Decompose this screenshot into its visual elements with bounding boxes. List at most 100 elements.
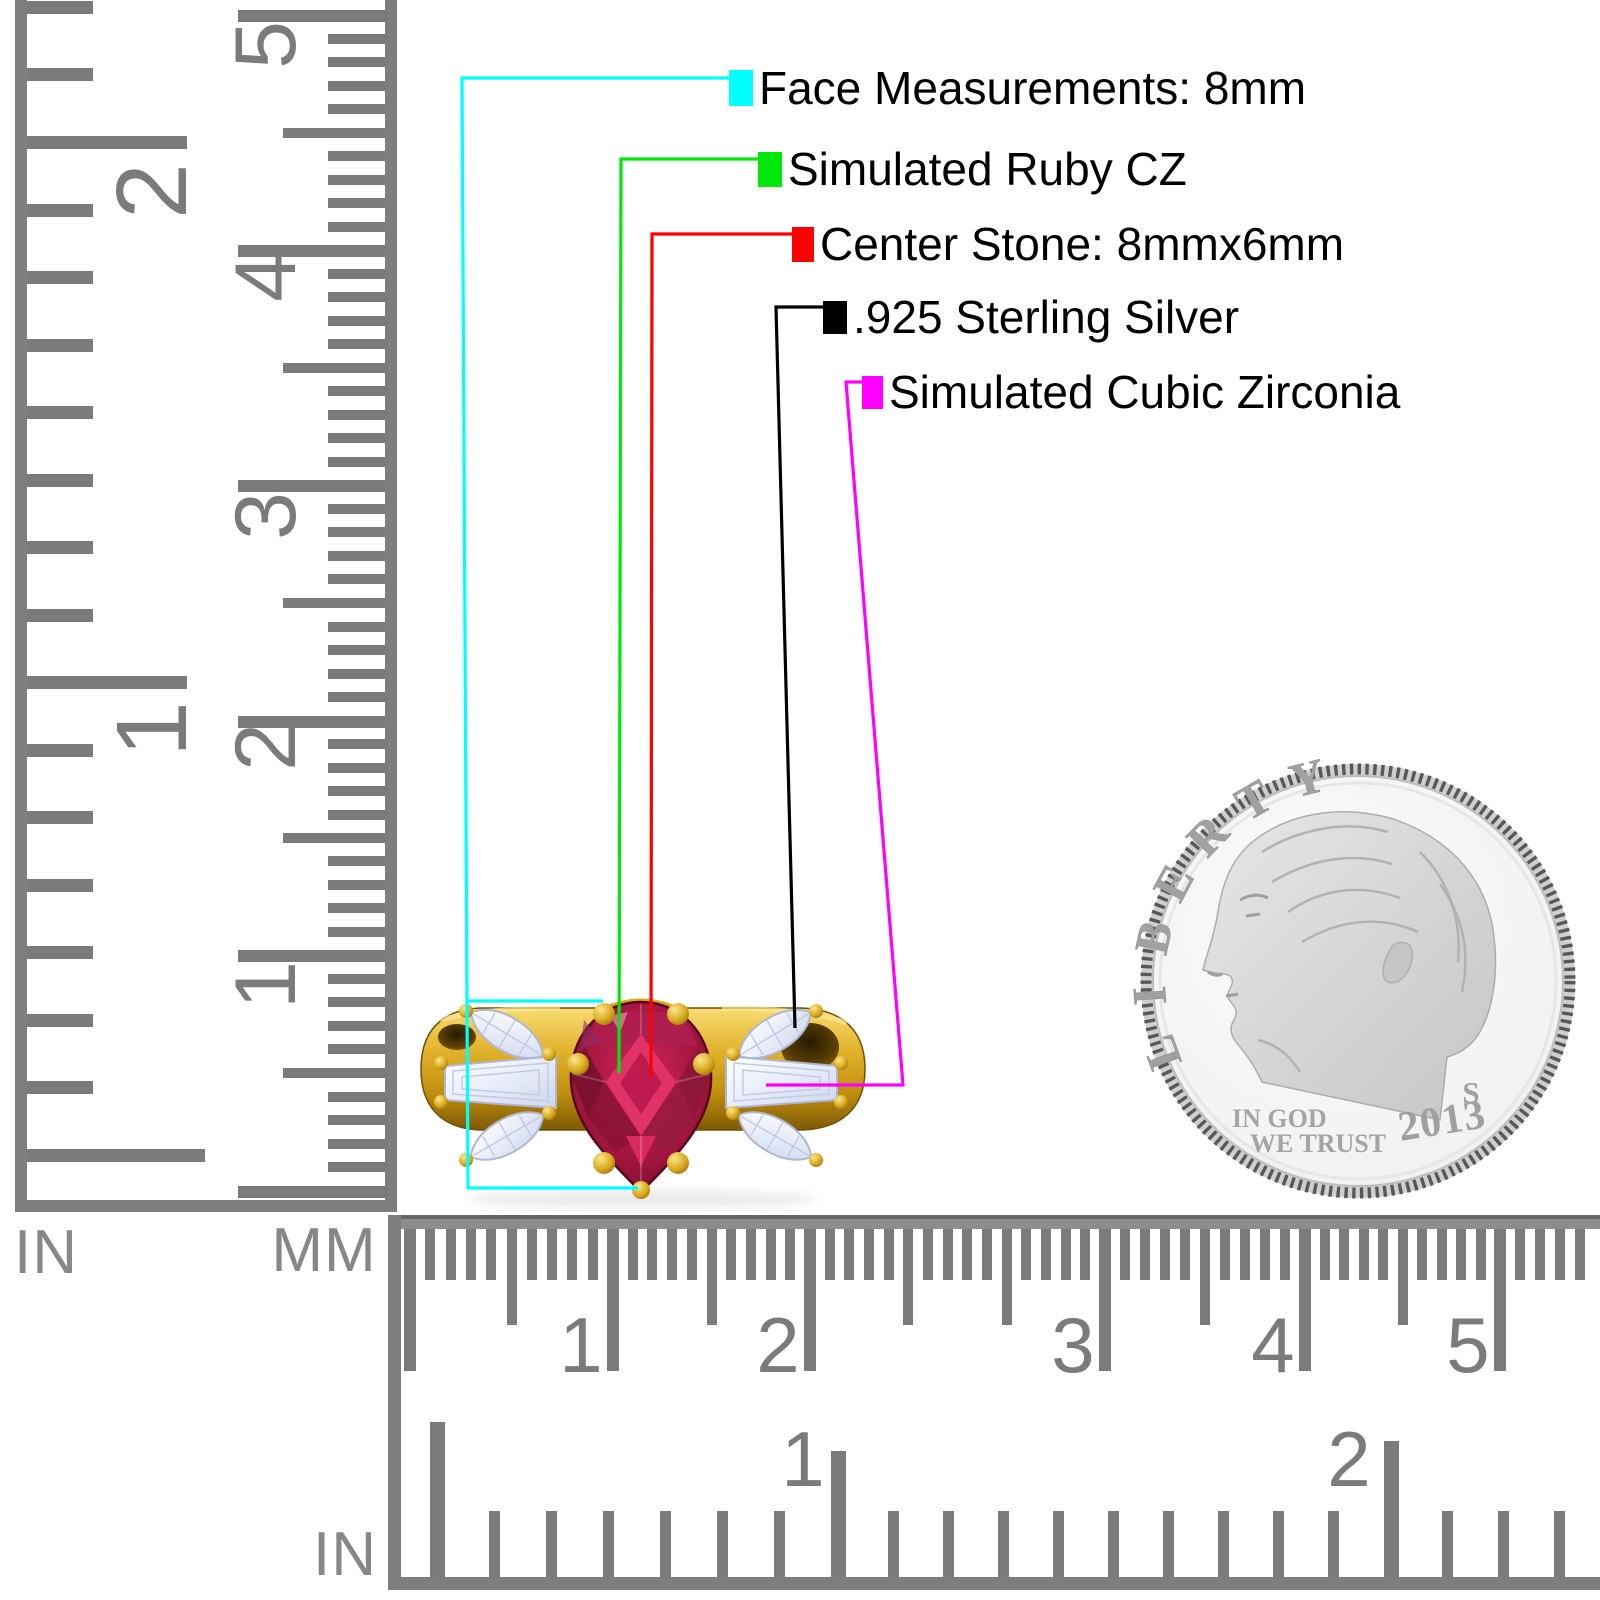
ruler-tick bbox=[745, 1229, 756, 1280]
ruler-tick bbox=[1497, 1511, 1509, 1577]
ruler-tick bbox=[283, 127, 385, 138]
ruler-tick bbox=[1162, 1511, 1174, 1577]
legend-label: .925 Sterling Silver bbox=[853, 291, 1240, 343]
ruler-tick bbox=[27, 1081, 93, 1094]
ruler-tick bbox=[27, 271, 93, 284]
ruler-tick bbox=[1099, 1229, 1111, 1371]
ruler-tick bbox=[27, 609, 93, 622]
ruler-tick bbox=[27, 339, 93, 352]
ruler-tick bbox=[547, 1229, 558, 1280]
ruler-tick bbox=[1319, 1229, 1330, 1280]
ruler-tick bbox=[1436, 1229, 1447, 1280]
ruler-number: 1 bbox=[559, 1301, 603, 1389]
ruler-tick bbox=[27, 1149, 205, 1162]
ruler-number: 4 bbox=[1251, 1301, 1295, 1389]
ruler-tick bbox=[27, 204, 93, 217]
ruler-tick bbox=[27, 406, 93, 419]
ruler-tick bbox=[1200, 1229, 1210, 1325]
legend-swatch-magenta bbox=[862, 375, 883, 409]
ruler-tick bbox=[328, 1162, 385, 1173]
ruler-tick bbox=[602, 1511, 614, 1577]
ruler-tick bbox=[1475, 1229, 1486, 1280]
ruler-tick bbox=[824, 1229, 835, 1280]
ruler-tick bbox=[328, 879, 385, 890]
ruler-tick bbox=[429, 1422, 445, 1577]
left-ruler-inner-edge bbox=[385, 0, 397, 1212]
ruler-tick bbox=[27, 1, 93, 14]
ruler-tick bbox=[328, 57, 385, 67]
ruler-tick bbox=[1107, 1511, 1119, 1577]
ruler-tick bbox=[328, 292, 385, 302]
ruler-tick bbox=[1378, 1229, 1388, 1280]
ruler-tick bbox=[27, 676, 187, 689]
ruler-tick bbox=[942, 1229, 953, 1280]
legend-label: Face Measurements: 8mm bbox=[759, 62, 1307, 114]
ruler-tick bbox=[1260, 1229, 1270, 1280]
ruler-tick bbox=[545, 1511, 557, 1577]
ruler-tick bbox=[997, 1511, 1009, 1577]
ruler-tick bbox=[328, 550, 385, 561]
legend-swatch-black bbox=[823, 300, 847, 334]
ruler-tick bbox=[328, 456, 385, 467]
ruler-tick bbox=[1140, 1229, 1150, 1280]
ruler-tick bbox=[445, 1229, 456, 1280]
bottom-ruler-bottom-edge bbox=[388, 1577, 1600, 1590]
ruler-tick bbox=[283, 1068, 385, 1078]
ruler-tick bbox=[328, 315, 385, 326]
ruler-tick bbox=[328, 668, 385, 679]
legend-item-simulated-ruby: Simulated Ruby CZ bbox=[758, 142, 1187, 196]
ruler-tick bbox=[1052, 1511, 1064, 1577]
ruler-tick bbox=[1217, 1511, 1229, 1577]
ruler-tick bbox=[1417, 1229, 1427, 1280]
ruler-tick bbox=[238, 480, 385, 492]
ruler-tick bbox=[716, 1511, 728, 1577]
legend-label: Simulated Ruby CZ bbox=[788, 143, 1187, 195]
ruler-tick bbox=[1041, 1229, 1051, 1280]
ruler-number: 2 bbox=[756, 1301, 800, 1389]
ruler-tick bbox=[1456, 1229, 1466, 1280]
ruler-tick bbox=[328, 339, 385, 349]
legend-item-sterling-silver: .925 Sterling Silver bbox=[823, 290, 1239, 344]
ruler-tick bbox=[887, 1511, 899, 1577]
ruler-tick bbox=[328, 151, 385, 161]
ruler-tick bbox=[1553, 1511, 1565, 1577]
ruler-tick bbox=[1535, 1229, 1545, 1280]
ruler-tick bbox=[27, 879, 93, 892]
ruler-tick bbox=[903, 1229, 914, 1325]
ruler-tick bbox=[706, 1229, 717, 1325]
ruler-tick bbox=[1180, 1229, 1190, 1280]
legend-swatch-cyan bbox=[729, 70, 753, 106]
ruler-tick bbox=[27, 744, 93, 757]
ruler-tick bbox=[1397, 1229, 1408, 1325]
left-ruler-inch-unit: IN bbox=[14, 1218, 78, 1287]
ruler-tick bbox=[238, 1186, 385, 1198]
ruler-tick bbox=[238, 10, 385, 22]
ruler-number: 1 bbox=[96, 701, 208, 757]
ruler-tick bbox=[1575, 1229, 1585, 1280]
ruler-tick bbox=[328, 33, 385, 44]
ruler-tick bbox=[328, 739, 385, 750]
ruler-tick bbox=[1358, 1229, 1369, 1280]
ruler-tick bbox=[238, 950, 385, 962]
ruler-tick bbox=[328, 1020, 385, 1031]
ruler-tick bbox=[328, 1091, 385, 1102]
ruler-tick bbox=[328, 926, 385, 937]
ruler-number: 3 bbox=[218, 492, 314, 540]
ruler-tick bbox=[328, 574, 385, 585]
ruler-tick bbox=[27, 136, 187, 149]
ruler-tick bbox=[1383, 1441, 1399, 1577]
ruler-tick bbox=[27, 811, 93, 824]
ruler-tick bbox=[328, 997, 385, 1008]
ruler-tick bbox=[238, 245, 385, 257]
ruler-tick bbox=[607, 1229, 619, 1371]
ruler-tick bbox=[1441, 1511, 1453, 1577]
ruler-tick bbox=[506, 1229, 517, 1325]
ruler-number: 3 bbox=[1051, 1301, 1095, 1389]
ruler-number: 2 bbox=[218, 723, 314, 771]
ruler-tick bbox=[27, 474, 93, 487]
ruler-tick bbox=[627, 1229, 638, 1280]
ruler-tick bbox=[328, 80, 385, 91]
left-ruler-bottom-edge bbox=[15, 1200, 397, 1212]
ruler-tick bbox=[526, 1229, 537, 1280]
ruler-tick bbox=[486, 1229, 497, 1280]
